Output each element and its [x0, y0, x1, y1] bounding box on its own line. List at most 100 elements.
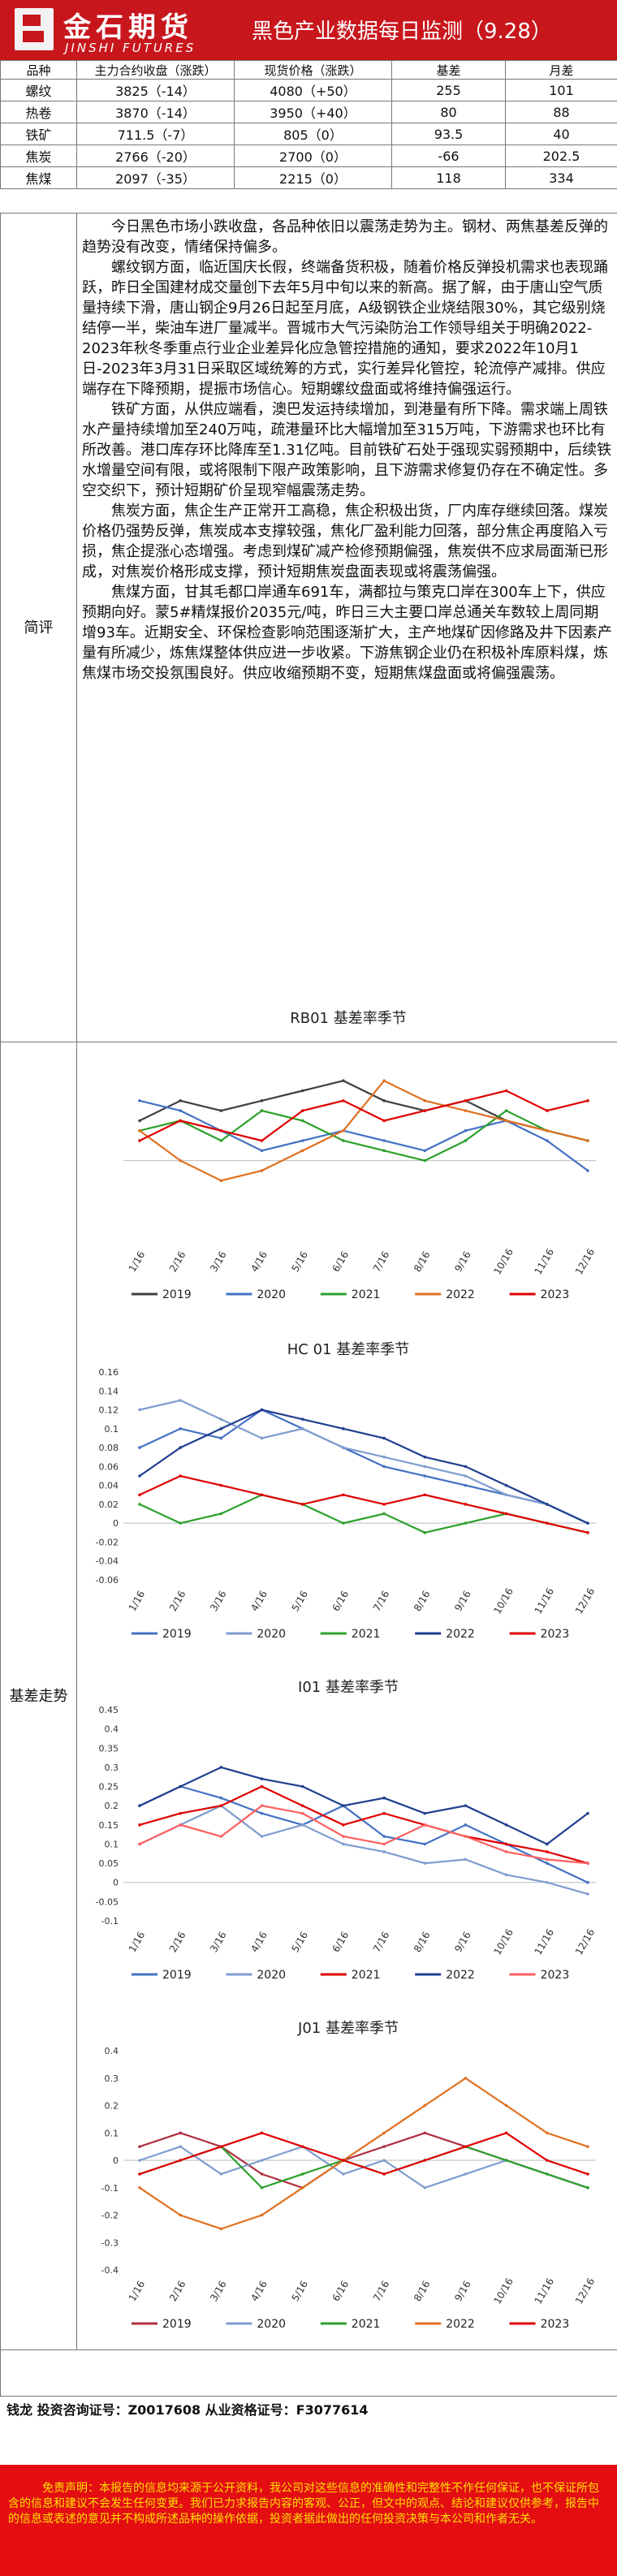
review-paragraph: 铁矿方面，从供应端看，澳巴发运持续增加，到港量有所下降。需求端上周铁水产量持续增…: [82, 401, 612, 499]
data-point: [546, 1850, 549, 1853]
y-tick-label: -0.1: [101, 1916, 119, 1927]
data-point: [423, 1823, 427, 1827]
y-tick-label: 0.1: [105, 1839, 119, 1849]
data-point: [179, 1427, 182, 1430]
data-point: [342, 1823, 345, 1827]
data-point: [342, 1446, 345, 1449]
data-point: [382, 2173, 386, 2176]
series-line-2021: [139, 1785, 589, 1865]
x-tick-label: 2/16: [167, 1589, 188, 1613]
data-point: [138, 2159, 141, 2162]
data-point: [382, 1099, 386, 1102]
data-point: [586, 1880, 589, 1884]
data-point: [342, 1493, 345, 1497]
y-tick-label: 0: [113, 2155, 119, 2166]
data-point: [219, 1483, 223, 1487]
futures-close-cell: 2097（-35）: [76, 166, 235, 189]
data-point: [464, 1483, 468, 1487]
data-point: [300, 1823, 304, 1827]
legend-label: 2023: [541, 2318, 570, 2331]
y-tick-label: -0.1: [101, 2183, 119, 2194]
x-tick-label: 11/16: [533, 1586, 556, 1616]
data-point: [504, 1842, 508, 1846]
x-tick-label: 6/16: [330, 1589, 352, 1613]
j01-basis-chart: J01 基差率季节 0.4 0.3 0.2 0.1 0 -0.1 -0.2 -0.3 -0.4 1/…: [84, 2010, 612, 2343]
legend-label: 2021: [352, 1628, 381, 1641]
price-table-header: 品种 主力合约收盘（涨跌） 现货价格（涨跌） 基差 月差: [0, 60, 617, 80]
data-point: [300, 1109, 304, 1112]
data-point: [219, 1109, 223, 1112]
spot-price-cell: 4080（+50）: [234, 79, 392, 101]
basis-label: 基差走势: [0, 1042, 77, 2350]
data-point: [179, 2159, 182, 2162]
y-tick-label: 0: [113, 1878, 119, 1888]
month-spread-cell: 202.5: [505, 145, 617, 167]
y-tick-label: -0.06: [96, 1575, 119, 1586]
data-point: [546, 1858, 549, 1862]
data-point: [504, 1109, 508, 1112]
data-point: [546, 1139, 549, 1142]
data-point: [423, 2159, 427, 2162]
report-title: 黑色产业数据每日监测（9.28）: [252, 19, 552, 44]
column-header: 基差: [391, 60, 506, 80]
y-tick-label: 0.3: [105, 1763, 119, 1773]
data-point: [423, 2186, 427, 2190]
legend-label: 2020: [257, 1288, 286, 1301]
spot-price-cell: 3950（+40）: [234, 101, 392, 123]
x-tick-label: 6/16: [330, 2279, 352, 2303]
data-point: [260, 1804, 264, 1807]
y-tick-label: 0.02: [99, 1499, 119, 1510]
table-row: 铁矿 711.5（-7） 805（0） 93.5 40: [0, 123, 617, 145]
legend-label: 2021: [352, 1288, 381, 1301]
data-point: [179, 1823, 182, 1827]
logo-chinese-name: 金石期货: [63, 11, 193, 44]
data-point: [382, 1503, 386, 1506]
data-point: [423, 1159, 427, 1163]
y-tick-label: -0.2: [101, 2211, 119, 2221]
data-point: [586, 2145, 589, 2148]
table-row: 热卷 3870（-14） 3950（+40） 80 88: [0, 101, 617, 123]
data-point: [260, 1493, 264, 1497]
x-tick-label: 8/16: [412, 1589, 433, 1613]
disclaimer-text: 免责声明：本报告的信息均来源于公开资料，我公司对这些信息的准确性和完整性不作任何…: [8, 2482, 599, 2526]
legend-label: 2020: [257, 2318, 286, 2331]
series-line-2019: [139, 1409, 589, 1525]
data-point: [179, 2131, 182, 2135]
x-tick-label: 9/16: [452, 2279, 473, 2303]
data-point: [219, 1427, 223, 1430]
data-point: [219, 1436, 223, 1440]
review-row: 简评 今日黑色市场小跌收盘，各品种依旧以震荡走势为主。钢材、两焦基差反弹的趋势没…: [0, 213, 617, 1042]
data-point: [260, 1139, 264, 1142]
x-tick-label: 6/16: [330, 1930, 352, 1954]
x-tick-label: 7/16: [371, 1249, 392, 1274]
legend-label: 2021: [352, 1969, 381, 1982]
data-point: [586, 1169, 589, 1172]
data-point: [464, 2076, 468, 2080]
data-point: [464, 1139, 468, 1142]
signature-row: [0, 2349, 617, 2397]
data-point: [342, 1521, 345, 1525]
data-point: [464, 1465, 468, 1469]
data-point: [382, 1850, 386, 1853]
legend-label: 2022: [446, 1969, 475, 1982]
data-point: [219, 2145, 223, 2148]
y-tick-label: -0.05: [96, 1896, 119, 1907]
data-point: [423, 2131, 427, 2135]
basis-cell: 93.5: [391, 123, 506, 145]
x-tick-label: 9/16: [452, 1930, 473, 1954]
commodity-cell: 螺纹: [0, 79, 77, 101]
y-tick-label: 0.45: [99, 1705, 119, 1715]
data-point: [179, 1521, 182, 1525]
data-point: [300, 2173, 304, 2176]
data-point: [504, 1493, 508, 1497]
futures-close-cell: 711.5（-7）: [76, 123, 235, 145]
y-tick-label: 0.06: [99, 1461, 119, 1472]
data-point: [586, 1139, 589, 1142]
basis-cell: 80: [391, 101, 506, 123]
data-point: [464, 2145, 468, 2148]
x-tick-label: 1/16: [127, 2279, 148, 2303]
series-line-2023: [139, 1474, 589, 1534]
data-point: [260, 2213, 264, 2217]
legend-label: 2021: [352, 2318, 381, 2331]
x-tick-label: 7/16: [371, 1589, 392, 1613]
